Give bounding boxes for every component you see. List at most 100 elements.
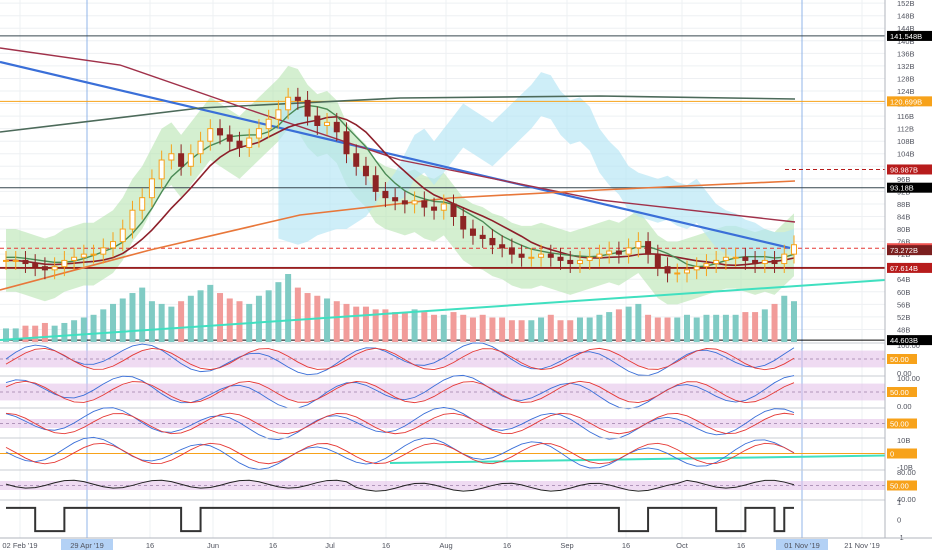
- candle-body: [343, 131, 350, 155]
- volume-bar: [148, 301, 155, 342]
- time-tick-label: 01 Nov '19: [784, 541, 820, 550]
- candle-body: [265, 118, 272, 130]
- volume-bar: [518, 320, 525, 342]
- pane-tick-label: 80.00: [897, 468, 916, 477]
- candle-body: [32, 263, 39, 268]
- price-tick-label: 136B: [897, 49, 915, 58]
- osc-line-blue: [5, 342, 795, 376]
- time-tick-label: Aug: [439, 541, 452, 550]
- osc-line-red: [5, 347, 795, 371]
- pane-band: [0, 419, 885, 428]
- candle-body: [713, 259, 720, 265]
- volume-bar: [489, 317, 496, 342]
- volume-bar: [752, 312, 759, 342]
- volume-bar: [197, 290, 204, 342]
- volume-bar: [567, 320, 574, 342]
- candle-body: [499, 244, 506, 249]
- candle-body: [431, 206, 438, 211]
- volume-bar: [90, 314, 97, 342]
- volume-bar: [304, 293, 311, 342]
- volume-bar: [586, 317, 593, 342]
- candle-body: [129, 209, 136, 230]
- price-tick-label: 112B: [897, 125, 914, 134]
- volume-bar: [771, 303, 778, 342]
- volume-bar: [635, 303, 642, 342]
- volume-bar: [664, 317, 671, 342]
- candle-body: [752, 259, 759, 265]
- price-tick-label: 60B: [897, 288, 910, 297]
- candle-body: [606, 250, 613, 255]
- pane-tick-label: -10B: [897, 463, 913, 472]
- candle-body: [683, 269, 690, 274]
- time-tick-label: 02 Feb '19: [2, 541, 37, 550]
- time-tick-label: Sep: [560, 541, 573, 550]
- candle-body: [538, 253, 545, 258]
- volume-bar: [742, 312, 749, 342]
- pane-tick-label: 1: [897, 498, 901, 507]
- candle-body: [187, 153, 194, 167]
- candle-body: [314, 115, 321, 127]
- price-tick-label: 48B: [897, 325, 910, 334]
- volume-bar: [508, 320, 515, 342]
- price-tick-label: 116B: [897, 112, 914, 121]
- candle-body: [450, 203, 457, 217]
- pane-tick-label: 0: [897, 516, 901, 525]
- candle-body: [324, 121, 331, 127]
- candle-body: [372, 175, 379, 192]
- candle-body: [742, 256, 749, 261]
- pane-value-label: 50.00: [890, 420, 909, 429]
- candle-body: [518, 253, 525, 258]
- signal-line: [6, 506, 794, 533]
- ma-fast: [6, 115, 795, 267]
- price-label: 120.699B: [890, 97, 922, 106]
- candle-body: [703, 263, 710, 268]
- time-tick-label: 16: [269, 541, 277, 550]
- price-label: 67.614B: [890, 264, 918, 273]
- price-label-bg: [887, 30, 932, 41]
- candle-body: [197, 140, 204, 155]
- candle-body: [294, 96, 301, 101]
- pane-value-bg: [887, 387, 917, 397]
- volume-bar: [3, 328, 9, 342]
- candle-body: [236, 140, 243, 148]
- pane-value-label: 50.00: [890, 388, 909, 397]
- indicator-panes: [0, 342, 886, 533]
- candle-body: [51, 266, 58, 271]
- candle-body: [80, 253, 87, 258]
- price-label: 73.272B: [890, 246, 918, 255]
- cloud-cyan: [278, 72, 795, 264]
- time-tick-label: 16: [737, 541, 745, 550]
- candle-body: [255, 128, 262, 139]
- candle-body: [528, 256, 535, 259]
- candle-body: [508, 247, 515, 255]
- volume-bar: [100, 309, 107, 342]
- osc-line-red: [5, 442, 795, 465]
- volume-bar: [401, 312, 408, 342]
- ma-150: [0, 47, 796, 223]
- pane-value-bg: [887, 418, 917, 429]
- volume-bar: [713, 314, 720, 342]
- volume-bar: [80, 317, 87, 342]
- candle-body: [635, 241, 642, 249]
- price-tick-label: 56B: [897, 300, 910, 309]
- candle-body: [645, 241, 652, 255]
- candle-body: [421, 200, 428, 208]
- volume-bar: [187, 295, 194, 342]
- volume-bar: [51, 325, 58, 342]
- price-tick-label: 148B: [897, 12, 915, 21]
- candle-body: [761, 259, 768, 265]
- volume-bar: [178, 301, 185, 342]
- pane-value-bg: [887, 448, 917, 459]
- volume-bar: [71, 320, 78, 342]
- candle-body: [547, 253, 554, 258]
- price-tick-label: 108B: [897, 137, 915, 146]
- ma-mid: [6, 104, 795, 268]
- volume-bar: [324, 298, 331, 342]
- price-tick-label: 80B: [897, 225, 910, 234]
- candle-body: [71, 256, 78, 261]
- time-axis[interactable]: 02 Feb '19 29 Apr '19 16 Jun 16 Jul 16 Aug 16 Sep…: [0, 537, 932, 550]
- candle-body: [576, 259, 583, 265]
- price-label: 93.18B: [890, 184, 914, 193]
- price-label-bg: [887, 262, 932, 273]
